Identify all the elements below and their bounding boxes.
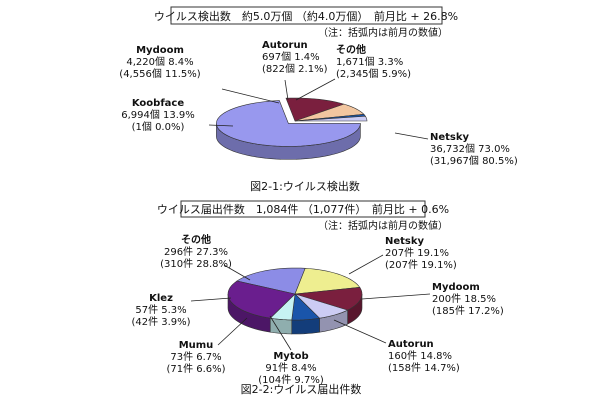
pie-slice-1-4: [291, 293, 321, 321]
leader-line-0-2: [221, 88, 280, 104]
leader-line-0-4: [295, 78, 336, 101]
slice-label-1-3: Mytob 91件 8.4% (104件 9.7%): [258, 351, 324, 386]
pie-slice-1-0: [236, 267, 306, 295]
chart1-pie: Netsky 36,732個 73.0% (31,967個 80.5%) Koobfa…: [119, 40, 518, 167]
slice-label-1-0: Netsky 207件 19.1% (207件 19.1%): [385, 236, 457, 271]
slice-label-1-2: Autorun 160件 14.8% (158件 14.7%): [388, 339, 460, 374]
slice-label-1-4: Mumu 73件 6.7% (71件 6.6%): [166, 340, 225, 375]
slice-label-0-4: その他 1,671個 3.3% (2,345個 5.9%): [336, 43, 411, 80]
slice-label-1-1: Mydoom 200件 18.5% (185件 17.2%): [432, 282, 504, 317]
chart1-caption: 図2-1:ウイルス検出数: [250, 179, 360, 193]
slice-label-0-0: Netsky 36,732個 73.0% (31,967個 80.5%): [430, 132, 518, 167]
chart2-pie: Netsky 207件 19.1% (207件 19.1%) Mydoom 200件 1…: [131, 233, 503, 386]
slice-label-1-5: Klez 57件 5.3% (42件 3.9%): [131, 293, 190, 328]
pie-slice-0-0: [216, 100, 361, 147]
chart1-title-box: [170, 6, 443, 25]
slice-label-0-3: Autorun 697個 1.4% (822個 2.1%): [262, 40, 328, 75]
leader-line-1-2: [333, 319, 387, 344]
chart1-title: ウイルス検出数 約5.0万個 （約4.0万個） 前月比 + 26.8%: [154, 9, 458, 23]
chart2-note: （注：括弧内は前月の数値）: [318, 219, 448, 232]
pie-slice-0-1: [285, 97, 345, 122]
slice-side-1-4: [291, 317, 320, 335]
chart2-title-box: [180, 200, 426, 218]
pie-slice-1-3: [294, 293, 349, 319]
slice-label-0-2: Mydoom 4,220個 8.4% (4,556個 11.5%): [119, 45, 200, 80]
leader-line-0-1: [208, 124, 234, 127]
leader-line-1-0: [348, 254, 384, 275]
leader-line-1-6: [223, 264, 251, 281]
pie-slice-1-6: [227, 280, 296, 319]
slice-label-1-6: その他 296件 27.3% (310件 28.8%): [160, 233, 232, 270]
pie-slice-0-2: [294, 103, 365, 122]
slice-label-0-1: Koobface 6,994個 13.9% (1個 0.0%): [121, 98, 195, 133]
chart1-note: （注：括弧内は前月の数値）: [318, 26, 448, 39]
chart2-title: ウイルス届出件数 1,084件 （1,077件） 前月比 + 0.6%: [157, 202, 449, 216]
pie-slice-1-2: [294, 287, 363, 311]
leader-line-1-3: [269, 315, 292, 351]
leader-line-1-5: [190, 297, 232, 302]
pie-slice-0-4: [294, 115, 368, 122]
leader-line-1-4: [217, 317, 248, 346]
pie-slice-1-1: [294, 267, 361, 295]
leader-line-0-3: [284, 79, 289, 101]
leader-line-0-0: [394, 132, 429, 140]
slice-side-1-5: [269, 317, 293, 335]
chart2-caption: 図2-2:ウイルス届出件数: [241, 382, 362, 396]
pie-slice-1-5: [269, 293, 296, 321]
leader-line-1-1: [361, 293, 431, 300]
